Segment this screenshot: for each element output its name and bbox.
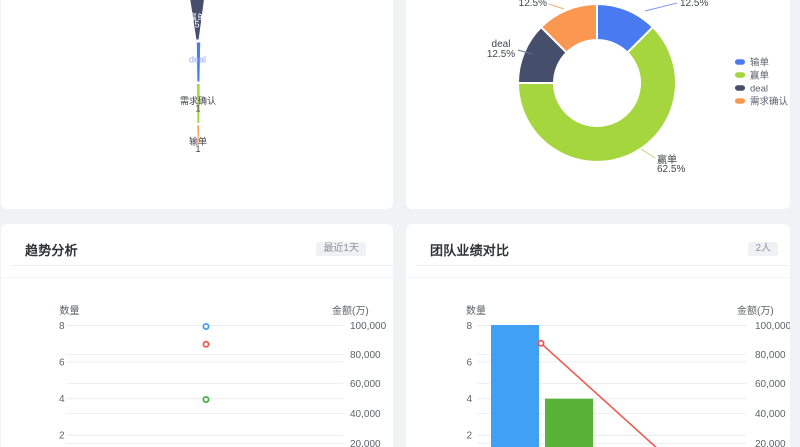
team-filter-chip[interactable]: 2人: [748, 242, 778, 256]
tick-4: 4: [59, 394, 65, 405]
tick-100000: 100,000: [755, 321, 790, 332]
tick-2: 2: [59, 431, 65, 442]
amount-line: [540, 342, 657, 447]
y-right-axis-name: 金额(万): [332, 304, 369, 317]
tick-6: 6: [59, 358, 65, 369]
tick-100000: 100,000: [350, 321, 387, 332]
team-chart: 数量 金额(万) 8 6 4 2 100,000 80,000 60,000 4…: [466, 304, 790, 447]
funnel-value-win: 5: [194, 20, 199, 30]
pie-label-lost-pct: 12.5%: [680, 0, 708, 9]
pie-label-win-name: 赢单: [657, 153, 677, 166]
pie-panel: 12.5% 12.5% deal 12.5% 赢单 62.5% 输单 赢单 de…: [406, 0, 790, 209]
trend-point-blue[interactable]: [202, 323, 210, 331]
trend-point-red[interactable]: [202, 340, 210, 348]
team-panel: 团队业绩对比 2人 数量 金额(万) 8 6 4 2: [406, 224, 790, 447]
tick-8: 8: [59, 321, 65, 332]
legend-item-confirm[interactable]: 需求确认: [735, 95, 789, 107]
legend-label-confirm: 需求确认: [750, 95, 789, 107]
tick-40000: 40,000: [350, 409, 381, 420]
header-divider: [11, 265, 393, 266]
legend-label-win: 赢单: [750, 69, 770, 81]
legend-label-lost: 输单: [750, 56, 770, 68]
legend-swatch-lost: [735, 59, 745, 65]
gridlines-right-axis: [66, 354, 344, 444]
pie-slice-win[interactable]: [517, 26, 677, 163]
header-divider: [416, 265, 790, 266]
legend-swatch-confirm: [735, 98, 745, 104]
y-right-tick-labels: 100,000 80,000 60,000 40,000 20,000: [755, 321, 790, 447]
body-divider: [406, 277, 790, 278]
legend-label-deal: deal: [750, 83, 768, 94]
tick-60000: 60,000: [755, 379, 786, 390]
pie-label-confirm-pct: 12.5%: [519, 0, 547, 9]
funnel-segment-deal[interactable]: [196, 42, 201, 82]
y-left-axis-name: 数量: [60, 304, 80, 317]
trend-panel: 趋势分析 最近1天 数量 金额(万) 8 6 4 2: [1, 224, 393, 447]
y-left-tick-labels: 8 6 4 2: [59, 321, 65, 442]
funnel-chart: 赢单 5 deal 需求确认 1 输单 1: [180, 0, 216, 154]
tick-8: 8: [466, 321, 472, 332]
tick-20000: 20,000: [755, 439, 786, 447]
funnel-label-win: 赢单: [188, 12, 206, 23]
donut-chart: 12.5% 12.5% deal 12.5% 赢单 62.5% 输单 赢单 de…: [487, 0, 789, 175]
team-panel-title: 团队业绩对比: [430, 243, 510, 258]
pie-label-win-pct: 62.5%: [657, 164, 685, 175]
trend-filter-chip[interactable]: 最近1天: [316, 242, 366, 256]
tick-80000: 80,000: [755, 350, 786, 361]
trend-panel-title: 趋势分析: [25, 243, 78, 258]
y-right-tick-labels: 100,000 80,000 60,000 40,000 20,000: [350, 321, 387, 447]
amount-line-point[interactable]: [537, 339, 545, 347]
funnel-segment-confirm[interactable]: [197, 84, 200, 123]
bar-blue-count[interactable]: [491, 325, 539, 447]
funnel-panel: 赢单 5 deal 需求确认 1 输单 1: [1, 0, 393, 209]
legend-swatch-deal: [735, 85, 745, 91]
tick-6: 6: [466, 358, 472, 369]
legend-item-lost[interactable]: 输单: [735, 56, 770, 68]
tick-40000: 40,000: [755, 409, 786, 420]
body-divider: [1, 277, 393, 278]
funnel-label-lost: 输单: [189, 136, 207, 147]
bar-green-count[interactable]: [545, 398, 593, 447]
tick-60000: 60,000: [350, 379, 381, 390]
y-right-axis-name: 金额(万): [737, 304, 774, 317]
funnel-segment-lost[interactable]: [197, 125, 200, 153]
legend-item-deal[interactable]: deal: [735, 83, 768, 94]
funnel-value-lost: 1: [195, 144, 200, 154]
y-left-tick-labels: 8 6 4 2: [466, 321, 472, 442]
trend-point-green[interactable]: [202, 395, 210, 403]
funnel-label-confirm: 需求确认: [180, 95, 216, 106]
funnel-label-deal: deal: [189, 55, 206, 65]
pie-slice-confirm[interactable]: [540, 2, 598, 54]
legend-swatch-win: [735, 72, 745, 78]
tick-20000: 20,000: [350, 439, 381, 447]
pie-label-deal-pct: 12.5%: [487, 49, 515, 60]
funnel-segment-win[interactable]: [189, 0, 206, 40]
pie-leader-lines: [517, 2, 678, 159]
tick-4: 4: [466, 394, 472, 405]
tick-2: 2: [466, 431, 472, 442]
legend-item-win[interactable]: 赢单: [735, 69, 770, 81]
trend-chart: 数量 金额(万) 8 6 4 2 100,000 80,000 60,000 4…: [59, 304, 387, 447]
funnel-value-confirm: 1: [195, 104, 200, 114]
pie-label-deal-name: deal: [492, 39, 511, 50]
tick-80000: 80,000: [350, 350, 381, 361]
y-left-axis-name: 数量: [466, 304, 486, 317]
